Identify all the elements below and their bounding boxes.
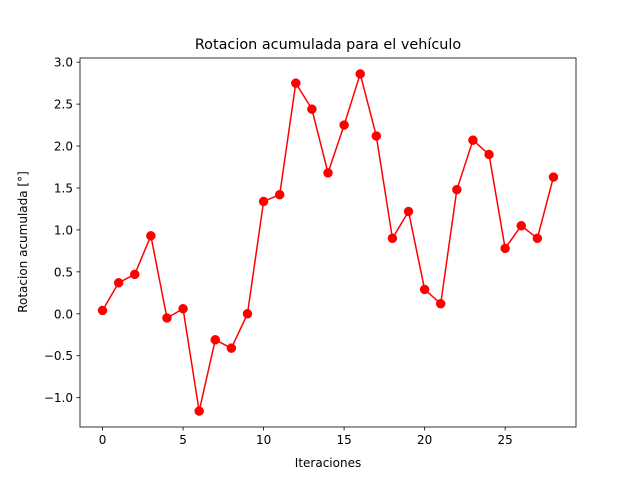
y-tick-label: −1.0 [44,391,73,405]
data-point [194,406,204,416]
y-tick-label: 2.0 [54,140,73,154]
data-point [274,189,285,200]
x-tick-label: 20 [417,433,432,447]
x-tick-label: 5 [179,433,187,447]
x-tick-label: 15 [336,433,351,447]
y-tick-label: 0.5 [54,265,73,279]
data-point [323,168,333,178]
data-point [387,233,398,244]
x-tick-label: 25 [498,433,513,447]
data-point [532,233,543,244]
data-point [339,120,349,130]
data-point [500,243,510,254]
data-point [130,269,140,280]
data-point [113,278,124,288]
x-tick-label: 10 [256,433,271,447]
data-point [178,304,188,314]
data-point [307,104,317,114]
data-point [355,69,365,79]
data-point [484,149,494,160]
data-point [452,184,462,195]
data-point [291,78,301,88]
y-tick-label: 3.0 [54,56,73,70]
data-point [146,231,156,241]
data-point [548,172,559,182]
y-tick-label: 2.5 [54,98,73,112]
data-point [162,313,172,323]
data-point [242,309,253,319]
data-point [97,305,108,316]
data-point [516,220,526,231]
data-point [468,135,478,145]
data-point [258,196,269,207]
plot-area: 0 5 10 15 20 25 −1.0 −0.5 0.0 0.5 1.0 1.5 2.0 2.5 3.0 [44,56,577,447]
data-point [419,284,430,295]
data-point [435,298,446,309]
x-tick-label: 0 [99,433,107,447]
y-tick-label: 0.0 [54,307,73,321]
y-axis-label: Rotacion acumulada [°] [16,171,30,313]
chart-title: Rotacion acumulada para el vehículo [195,37,462,53]
data-point [403,206,414,217]
x-axis-label: Iteraciones [295,456,361,470]
axes-frame [79,57,577,428]
data-point [210,335,221,345]
data-point [371,131,382,141]
y-tick-label: 1.5 [54,181,73,195]
data-point [226,343,237,353]
y-tick-label: 1.0 [54,223,73,237]
y-tick-label: −0.5 [44,349,73,363]
